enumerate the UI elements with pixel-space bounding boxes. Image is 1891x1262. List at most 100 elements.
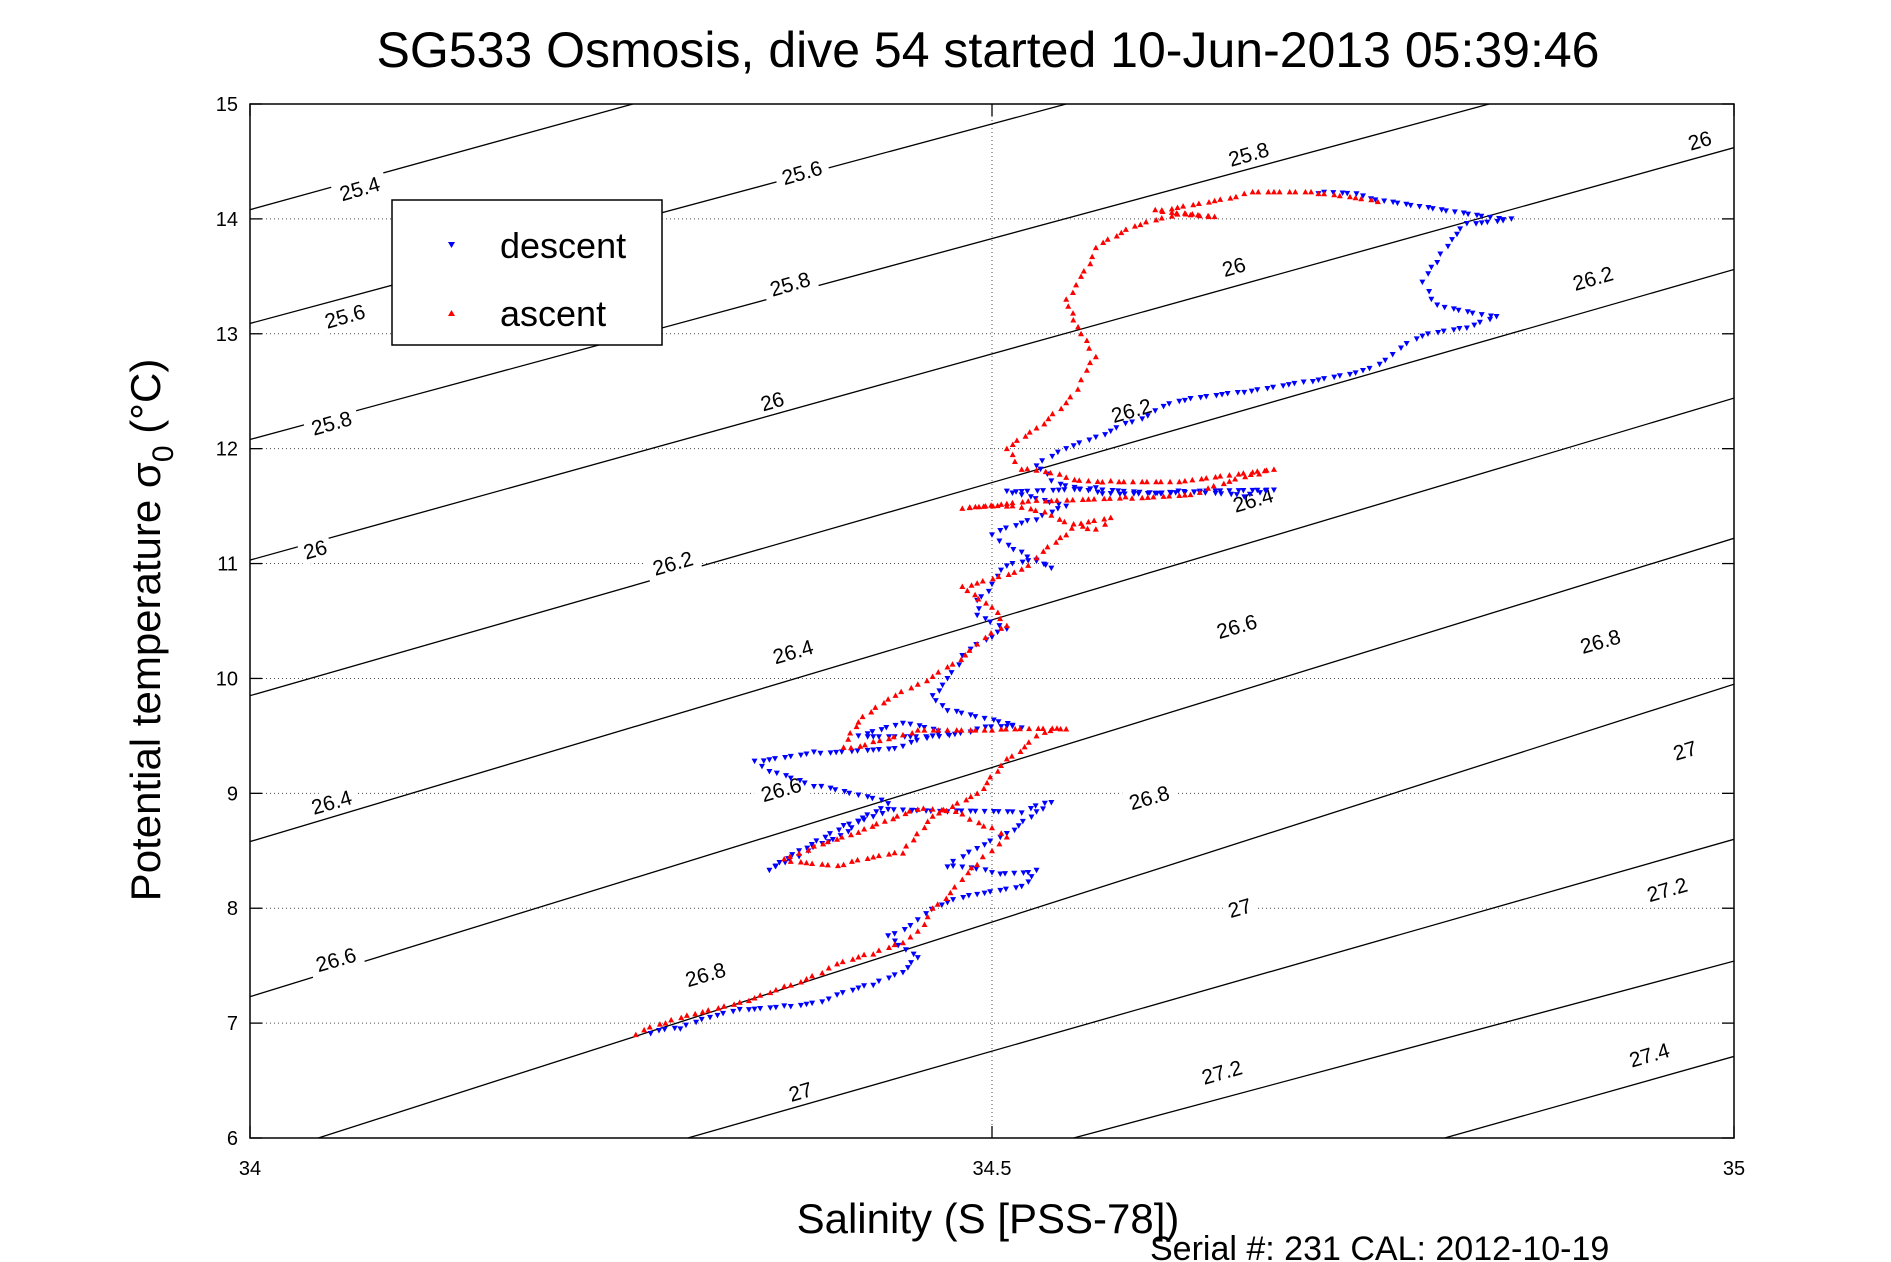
ascent-point <box>982 502 989 509</box>
descent-point <box>1018 810 1025 816</box>
ascent-point <box>1286 188 1293 195</box>
ascent-point <box>953 727 960 733</box>
descent-point <box>1107 428 1114 435</box>
descent-point <box>1465 211 1472 218</box>
ascent-point <box>1198 475 1205 482</box>
descent-point <box>989 870 995 876</box>
descent-point <box>1102 432 1109 438</box>
descent-point <box>1041 800 1048 807</box>
ascent-point <box>1205 213 1212 220</box>
descent-point <box>916 723 923 729</box>
ascent-point <box>873 820 880 827</box>
ascent-point <box>1085 496 1092 502</box>
descent-point <box>808 841 815 848</box>
descent-point <box>864 794 871 800</box>
descent-point <box>1010 547 1017 553</box>
ascent-point <box>796 850 803 856</box>
descent-point <box>1109 487 1116 494</box>
descent-point <box>891 746 898 752</box>
descent-point <box>929 733 936 739</box>
descent-point <box>885 933 892 939</box>
ascent-point <box>848 744 855 751</box>
ascent-point <box>745 997 752 1004</box>
descent-point <box>818 783 825 790</box>
ascent-point <box>864 855 871 861</box>
descent-point <box>1226 488 1233 494</box>
descent-point <box>1049 509 1056 516</box>
ascent-point <box>781 983 788 989</box>
ascent-point <box>1100 239 1107 246</box>
descent-point <box>1240 487 1247 494</box>
ascent-point <box>859 713 866 720</box>
ascent-point <box>924 818 931 825</box>
descent-point <box>960 854 967 860</box>
descent-point <box>1020 870 1027 876</box>
descent-point <box>783 773 790 779</box>
ascent-point <box>1076 477 1083 483</box>
descent-point <box>989 581 995 588</box>
ascent-point <box>1131 223 1138 229</box>
descent-point <box>647 1030 654 1037</box>
ascent-point <box>914 681 921 687</box>
descent-point <box>1416 203 1423 210</box>
descent-point <box>751 1006 758 1013</box>
descent-point <box>758 763 765 770</box>
descent-point <box>878 727 885 733</box>
descent-point <box>967 808 974 815</box>
legend: descent ascent <box>391 199 663 346</box>
ascent-point <box>996 840 1003 847</box>
descent-point <box>1037 466 1044 473</box>
ascent-point <box>910 836 917 843</box>
y-axis-label-unit: (°C) <box>122 359 169 446</box>
descent-point <box>1234 389 1241 396</box>
y-tick-label: 8 <box>227 898 238 920</box>
descent-point <box>707 1014 714 1021</box>
ascent-point <box>1205 199 1212 205</box>
density-contour-line <box>1073 960 1734 1138</box>
ascent-point <box>1358 195 1365 202</box>
ascent-point <box>1158 207 1165 213</box>
descent-point <box>1321 376 1328 382</box>
descent-point <box>987 838 994 845</box>
descent-point <box>997 567 1004 574</box>
ascent-point <box>1080 267 1087 274</box>
descent-point <box>1062 483 1069 489</box>
descent-point <box>1158 490 1165 497</box>
descent-point <box>1135 491 1142 497</box>
ascent-point <box>1079 523 1086 529</box>
descent-point <box>1390 199 1397 206</box>
ascent-point <box>983 600 990 606</box>
descent-point <box>878 797 885 804</box>
ascent-point <box>891 849 898 856</box>
descent-point <box>875 978 882 985</box>
ascent-point <box>861 825 868 832</box>
tick-labels: 34 34.5 35 6 7 8 9 10 11 12 13 14 15 <box>216 94 1745 1180</box>
ascent-point <box>1041 420 1048 427</box>
ascent-point <box>809 860 816 866</box>
descent-point <box>1130 491 1137 497</box>
ascent-point <box>1270 188 1277 195</box>
descent-point <box>1054 449 1061 456</box>
ascent-point <box>1013 437 1020 443</box>
ascent-point <box>1058 405 1065 412</box>
ascent-point <box>834 960 841 967</box>
descent-point <box>1003 488 1010 495</box>
descent-point <box>939 682 946 689</box>
descent-point <box>855 818 862 825</box>
ascent-point <box>1104 236 1111 242</box>
descent-point <box>804 845 811 852</box>
ascent-point <box>989 575 996 582</box>
ascent-point <box>1056 516 1063 522</box>
descent-point <box>1061 487 1068 493</box>
descent-point <box>834 992 841 998</box>
descent-point <box>772 756 779 762</box>
descent-point <box>1042 562 1049 569</box>
descent-point <box>960 895 967 901</box>
ascent-point <box>1232 476 1239 482</box>
ascent-point <box>989 727 995 733</box>
descent-point <box>838 749 845 755</box>
y-tick-label: 13 <box>216 324 238 346</box>
ascent-point <box>839 958 846 965</box>
y-tick-label: 7 <box>227 1013 238 1035</box>
ascent-point <box>1041 508 1048 515</box>
